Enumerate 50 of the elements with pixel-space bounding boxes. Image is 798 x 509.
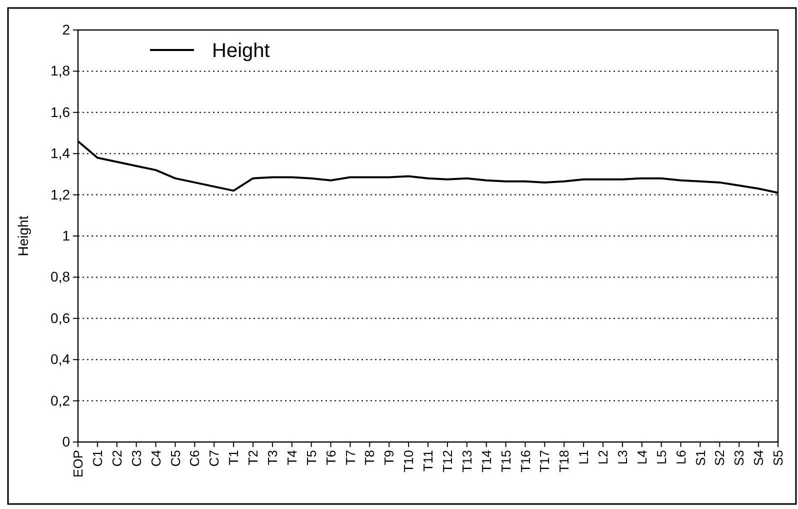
y-tick-label: 2 [62, 21, 70, 38]
y-tick-label: 0,4 [50, 351, 70, 368]
x-tick-label: C1 [90, 450, 105, 467]
x-tick-label: T2 [246, 450, 261, 466]
y-tick-label: 0,2 [50, 392, 70, 408]
x-tick-label: C6 [187, 450, 202, 467]
y-tick-label: 0,8 [50, 268, 70, 285]
y-tick-label: 1,6 [50, 104, 70, 120]
x-tick-label: L1 [576, 450, 592, 464]
x-tick-label: L4 [634, 450, 650, 464]
x-tick-label: T5 [304, 450, 319, 466]
x-tick-label: T6 [323, 450, 338, 466]
x-tick-label: C5 [168, 450, 183, 467]
x-tick-label: L6 [673, 450, 688, 464]
y-tick-label: 1,8 [50, 62, 70, 79]
x-tick-label: L3 [614, 450, 630, 464]
x-tick-label: S4 [751, 450, 766, 466]
x-tick-label: T3 [264, 450, 280, 466]
x-tick-label: T18 [556, 450, 572, 472]
legend-label: Height [212, 40, 270, 62]
x-tick-label: T16 [518, 450, 533, 472]
y-axis-title: Height [15, 216, 31, 256]
x-tick-label: T15 [498, 450, 514, 472]
x-tick-label: T12 [440, 450, 455, 472]
x-tick-label: T8 [362, 450, 378, 466]
x-tick-label: T4 [284, 450, 300, 466]
x-tick-label: S2 [712, 450, 728, 466]
x-tick-label: T10 [401, 450, 416, 472]
y-tick-label: 1 [62, 227, 70, 244]
x-tick-label: T13 [459, 450, 474, 472]
x-tick-label: T1 [226, 450, 242, 466]
x-tick-label: T9 [382, 450, 397, 466]
x-tick-label: C3 [128, 450, 144, 467]
x-tick-label: EOP [70, 450, 86, 478]
x-tick-label: T7 [342, 450, 358, 466]
x-tick-label: C2 [109, 450, 124, 467]
x-tick-label: S5 [770, 450, 786, 466]
x-tick-label: S3 [732, 450, 747, 466]
y-tick-label: 0 [62, 433, 70, 450]
x-tick-label: S1 [692, 450, 708, 466]
x-tick-label: L5 [654, 450, 669, 464]
x-tick-label: L2 [596, 450, 611, 464]
x-tick-label: C7 [206, 450, 222, 467]
y-tick-label: 0,6 [50, 310, 70, 326]
x-tick-label: T14 [478, 450, 494, 472]
y-tick-label: 1,2 [50, 186, 70, 202]
y-tick-label: 1,4 [50, 145, 70, 162]
x-tick-label: T11 [420, 450, 436, 472]
x-tick-label: T17 [537, 450, 552, 472]
x-tick-label: C4 [148, 450, 164, 467]
